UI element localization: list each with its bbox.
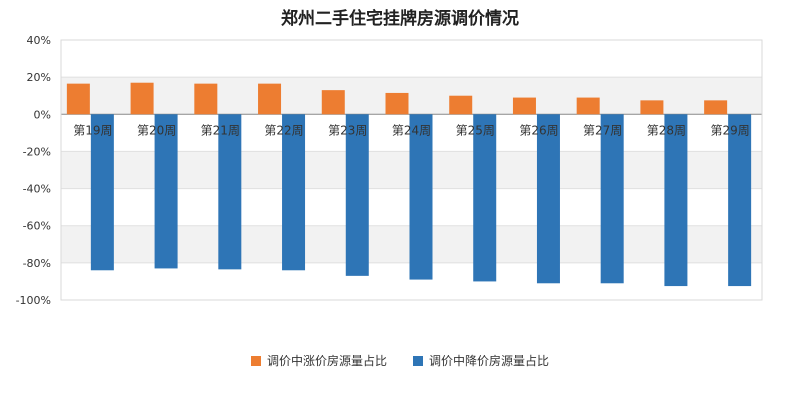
x-tick-label: 第29周: [710, 123, 749, 137]
y-tick-label: -80%: [23, 257, 51, 270]
bar-rise: [258, 83, 282, 115]
chart-title: 郑州二手住宅挂牌房源调价情况: [281, 9, 519, 29]
bar-rise: [449, 95, 473, 115]
bar-rise: [66, 83, 90, 115]
bar-rise: [130, 82, 154, 115]
y-tick-label: -20%: [23, 145, 51, 158]
x-axis-labels: 第19周 第20周 第21周 第22周 第23周 第24周 第25周 第26周 第27周 第28周…: [73, 123, 750, 137]
y-axis-ticks: 40% 20% 0% -20% -40% -60% -80% -100%: [16, 34, 51, 307]
x-tick-label: 第28周: [647, 123, 686, 137]
bar-rise: [704, 100, 728, 115]
y-tick-label: -60%: [23, 220, 51, 233]
bar-fall: [218, 114, 242, 270]
x-tick-label: 第19周: [73, 123, 112, 137]
legend-label-fall: 调价中降价房源量占比: [429, 354, 550, 368]
bar-fall: [154, 114, 178, 269]
bar-fall: [536, 114, 560, 284]
legend-swatch-fall: [413, 355, 423, 366]
x-tick-label: 第20周: [137, 123, 176, 137]
bar-fall: [345, 114, 369, 276]
bar-fall: [90, 114, 114, 271]
plot-border: [60, 39, 763, 301]
y-tick-label: -40%: [23, 183, 51, 196]
x-tick-label: 第21周: [201, 123, 240, 137]
bar-fall: [473, 114, 497, 282]
x-tick-label: 第25周: [456, 123, 495, 137]
bar-fall: [664, 114, 688, 287]
bar-fall: [728, 114, 752, 287]
bar-rise: [640, 100, 664, 115]
bar-rise: [512, 97, 536, 115]
legend-swatch-rise: [250, 355, 261, 366]
x-tick-label: 第23周: [328, 123, 367, 137]
y-tick-label: 40%: [27, 34, 51, 47]
x-tick-label: 第24周: [392, 123, 431, 137]
x-tick-label: 第26周: [519, 123, 558, 137]
bar-rise: [576, 97, 600, 115]
x-tick-label: 第27周: [583, 123, 622, 137]
bar-fall: [409, 114, 433, 280]
x-tick-label: 第22周: [264, 123, 303, 137]
bar-fall: [600, 114, 624, 284]
bar-rise: [194, 83, 218, 115]
legend-item-rise[interactable]: 调价中涨价房源量占比: [250, 352, 387, 369]
y-tick-label: -100%: [16, 294, 51, 307]
bar-rise: [321, 90, 345, 115]
grid-band: [61, 40, 762, 78]
legend-label-rise: 调价中涨价房源量占比: [266, 354, 387, 368]
bar-rise: [385, 92, 409, 115]
legend-item-fall[interactable]: 调价中降价房源量占比: [413, 352, 549, 369]
legend: 调价中涨价房源量占比 调价中降价房源量占比: [0, 352, 800, 369]
bar-fall: [282, 114, 306, 271]
y-tick-label: 20%: [27, 71, 51, 84]
bars: [66, 82, 752, 287]
y-tick-label: 0%: [34, 108, 51, 121]
